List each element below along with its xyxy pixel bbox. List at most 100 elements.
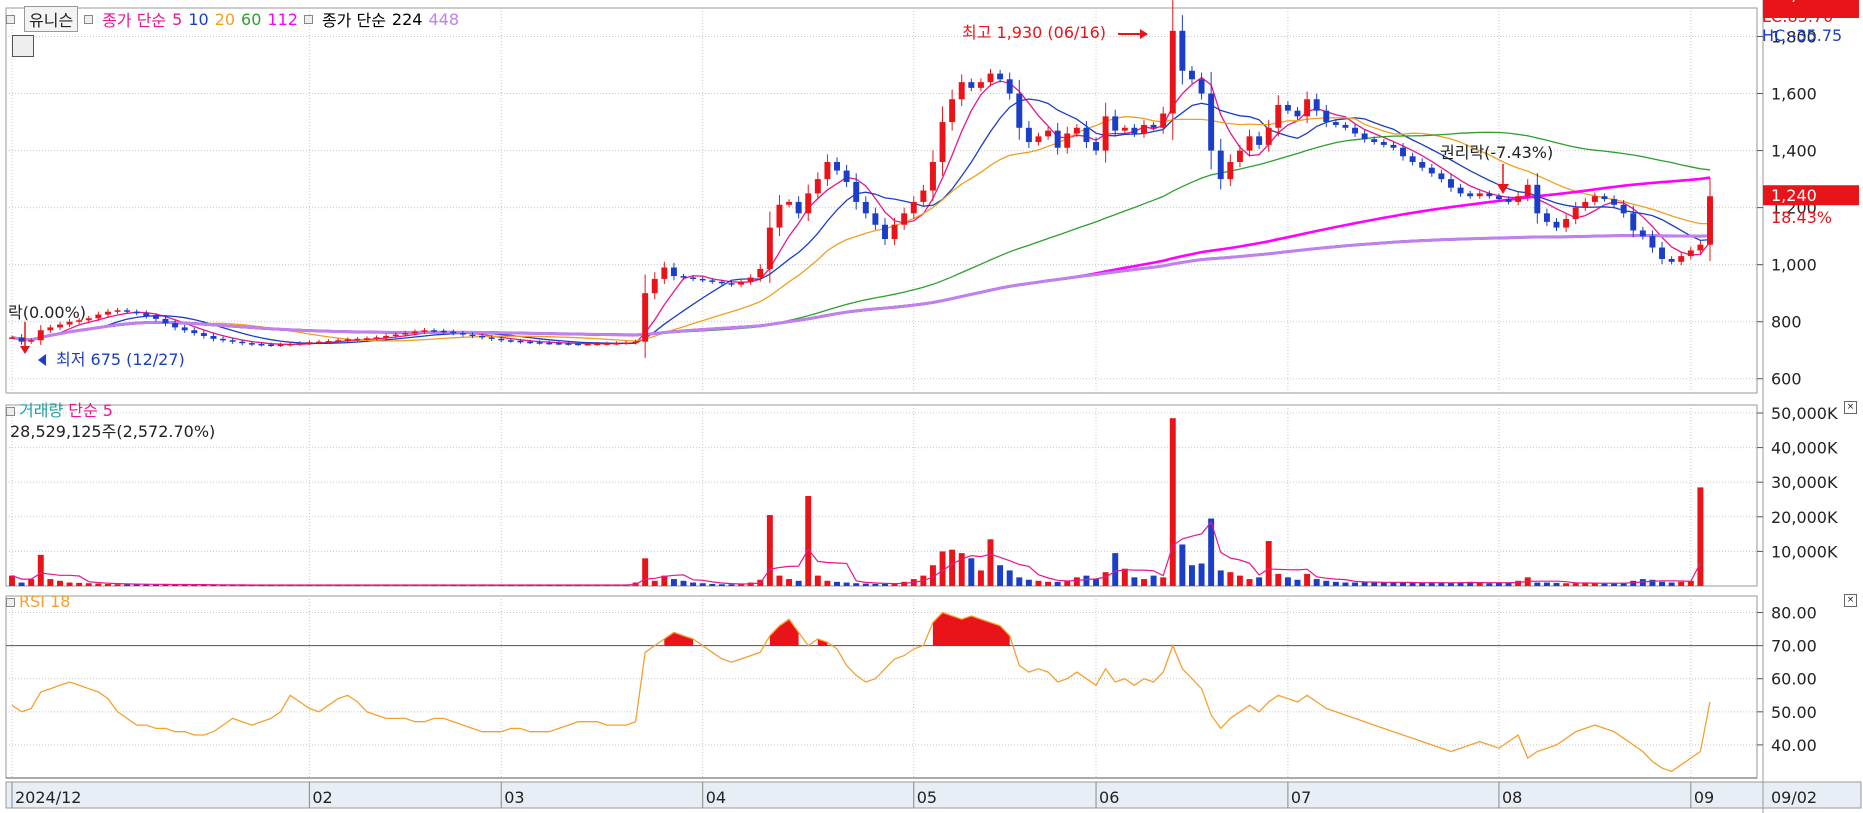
candle-body [507,340,514,342]
candle-body [18,337,25,342]
candle-body [575,343,581,346]
candle-body [862,201,869,214]
candle-body [1371,139,1378,143]
candle-body [517,340,524,343]
volume-tick-label: 10,000K [1771,542,1838,561]
candle-body [143,313,150,316]
x-tick-label: 06 [1099,788,1119,807]
ma-group1-label: 종가 단순 [102,11,167,30]
volume-bar [1112,553,1119,586]
candle-body [987,73,994,83]
ma-5-line [11,76,1711,346]
volume-bar [172,584,179,586]
candle-body [920,190,927,202]
ma-20-label: 20 [214,9,236,29]
x-axis-right-label: 09/02 [1771,788,1817,807]
candle-body [1236,150,1243,162]
volume-bar [776,575,783,586]
high-arrow-head [1140,29,1148,39]
volume-bar [162,584,169,586]
rights-annotation-mid: 권리락(-7.43%) [1440,143,1553,162]
candle-body [1515,196,1522,202]
candle-body [1649,236,1656,248]
candle-body [268,344,274,347]
candle-body [1160,113,1167,128]
current-volume-label: 28,529K [1771,0,1838,4]
candle-body [325,341,332,343]
low-arrow-head [38,354,46,366]
candle-body [162,318,169,324]
candle-body [1409,156,1416,162]
candle-body [882,224,888,239]
rights-left-arrow-head [20,346,30,354]
volume-bar [977,570,984,586]
candle-body [229,340,236,342]
volume-bar [997,565,1004,586]
volume-bar [1054,581,1061,586]
stock-name[interactable]: 유니슨 [24,6,79,32]
candle-body [680,276,687,278]
candle-body [114,310,121,312]
candle-body [1083,127,1090,143]
candle-body [1227,162,1234,180]
volume-bar [949,549,956,586]
candle-body [1601,196,1608,200]
candle-body [488,337,495,339]
volume-bar [1428,582,1435,586]
current-change-label: 18.43% [1771,208,1832,227]
candle-body [1572,207,1579,220]
candle-body [1467,193,1474,197]
volume-bar [1141,579,1147,586]
volume-bar [1448,582,1454,586]
volume-bar [1591,583,1598,586]
volume-bar [1025,579,1032,586]
volume-bar [718,584,725,586]
volume-bar [872,583,879,586]
volume-bar [1639,579,1646,586]
volume-bar [1476,582,1483,586]
candle-body [1476,193,1483,197]
candle-body [786,201,793,205]
rsi-overbought-area [932,612,1010,646]
candle-body [1495,196,1502,200]
candle-body [1035,136,1042,143]
current-price-label: 1,240 [1771,186,1817,205]
rsi-panel-frame [5,595,1758,779]
ma-10-label: 10 [188,9,209,29]
volume-bar [853,583,860,586]
candle-body [1208,93,1215,151]
candle-body [1045,130,1052,137]
candle-body [594,343,601,346]
candle-body [901,213,908,225]
candle-body [805,193,812,214]
candle-body [335,340,342,342]
volume-bar [805,496,812,586]
candle-body [642,293,649,342]
volume-bar [18,582,25,586]
candle-body [891,224,898,239]
candle-body [1707,196,1713,245]
volume-close-icon[interactable]: × [1844,401,1857,414]
volume-bar [56,580,63,586]
volume-bar [1045,581,1052,586]
candle-body [1486,193,1493,197]
ma-20-line [11,116,1710,342]
legend-marker [6,598,15,607]
volume-title-text: 거래량 [19,401,64,420]
candle-body [354,338,361,341]
candle-body [527,341,534,344]
candle-body [1198,79,1205,94]
candle-body [853,181,860,202]
volume-bar [1380,582,1387,586]
candle-body [1246,136,1253,151]
volume-bar [1323,580,1330,586]
candle-body [872,213,879,225]
candle-body [1265,127,1272,145]
volume-bar [680,580,687,586]
calculator-icon[interactable] [12,35,34,57]
volume-bar [766,515,773,586]
volume-bar [76,582,83,586]
rsi-close-icon[interactable]: × [1844,594,1857,607]
candle-body [421,330,428,332]
